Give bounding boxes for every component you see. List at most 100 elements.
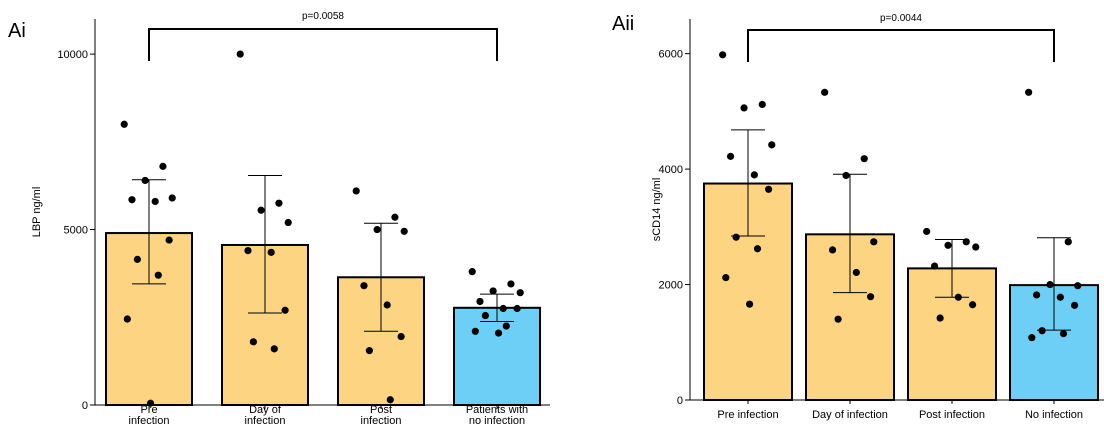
data-point <box>1032 291 1041 299</box>
data-point <box>962 238 970 246</box>
x-tick-label: Day of <box>249 404 282 416</box>
data-point <box>391 213 399 221</box>
data-point <box>726 152 735 160</box>
data-point <box>365 347 373 355</box>
data-point <box>267 248 275 256</box>
data-point <box>244 247 252 255</box>
data-point <box>154 271 162 279</box>
data-point <box>489 287 497 295</box>
bar <box>453 306 541 407</box>
data-point <box>352 187 360 195</box>
data-point <box>360 282 368 290</box>
data-point <box>516 289 524 297</box>
data-point <box>257 206 265 214</box>
data-point <box>1028 334 1036 342</box>
panel-label: Aii <box>612 13 634 35</box>
y-tick-label: 5000 <box>64 225 88 237</box>
data-point <box>722 274 730 282</box>
data-point <box>468 268 476 276</box>
data-point <box>834 315 842 323</box>
x-tick-label: infection <box>245 415 286 427</box>
data-point <box>930 262 939 270</box>
data-point <box>284 218 292 227</box>
data-point <box>842 171 850 180</box>
y-tick-label: 0 <box>82 400 88 412</box>
x-tick-label: infection <box>361 415 402 427</box>
data-point <box>275 199 283 207</box>
data-point <box>758 100 766 109</box>
data-point <box>397 332 405 341</box>
x-tick-label: Post <box>370 404 392 416</box>
data-point <box>750 171 758 179</box>
data-point <box>168 194 176 202</box>
data-point <box>1056 293 1064 301</box>
y-tick-label: 4000 <box>659 164 683 176</box>
data-point <box>146 399 155 407</box>
x-tick-label: no infection <box>469 415 525 427</box>
data-point <box>828 246 837 254</box>
data-point <box>476 297 484 306</box>
data-point <box>1059 330 1068 338</box>
data-point <box>866 293 875 301</box>
data-point <box>821 88 829 96</box>
data-point <box>753 245 762 253</box>
panel-aii: Aii 0 2000 4000 6000 sCD14 ng/ml Pre infection… <box>612 13 1104 421</box>
data-point <box>944 241 952 249</box>
data-point <box>165 236 173 244</box>
data-point <box>141 176 149 185</box>
data-point <box>123 315 131 323</box>
data-point <box>860 155 868 163</box>
data-point <box>494 329 503 337</box>
data-point <box>400 227 408 235</box>
data-point <box>120 120 128 128</box>
data-point <box>270 345 278 353</box>
significance-bracket <box>747 29 1055 62</box>
x-tick-label: No infection <box>1025 409 1083 421</box>
data-point <box>768 141 776 149</box>
data-point <box>1064 238 1072 246</box>
p-value-label: p=0.0058 <box>302 11 344 22</box>
data-point <box>936 314 944 322</box>
x-tick-label: Post infection <box>919 409 985 421</box>
x-tick-label: Pre infection <box>717 409 778 421</box>
data-point <box>719 51 727 59</box>
data-point <box>249 338 257 346</box>
data-point <box>133 255 141 263</box>
data-point <box>745 300 754 308</box>
data-point <box>386 396 394 404</box>
p-value-label: p=0.0044 <box>880 13 922 24</box>
data-point <box>507 280 515 288</box>
significance-bracket <box>148 28 498 61</box>
data-point <box>128 196 136 204</box>
data-point <box>151 197 159 206</box>
data-point <box>732 233 740 241</box>
data-point <box>383 301 391 309</box>
data-point <box>159 162 167 170</box>
data-point <box>373 225 381 234</box>
data-point <box>481 311 489 320</box>
data-point <box>972 243 980 251</box>
data-point <box>870 238 878 246</box>
data-point <box>1025 88 1033 96</box>
x-tick-label: infection <box>129 415 170 427</box>
data-point <box>471 327 479 335</box>
data-point <box>499 304 507 313</box>
data-point <box>281 306 289 314</box>
data-point <box>764 185 773 193</box>
data-point <box>1070 301 1079 309</box>
data-point <box>502 322 510 330</box>
data-point <box>923 227 931 236</box>
y-tick-label: 6000 <box>659 49 683 61</box>
data-point <box>852 268 860 277</box>
x-tick-label: Pre <box>140 404 157 416</box>
y-tick-label: 10000 <box>57 49 88 61</box>
data-point <box>236 50 244 58</box>
x-tick-label: Day of infection <box>812 409 888 421</box>
y-tick-label: 2000 <box>659 280 683 292</box>
data-point <box>740 104 748 112</box>
data-point <box>513 304 521 313</box>
y-tick-label: 0 <box>677 395 683 407</box>
panel-label: Ai <box>8 20 26 42</box>
